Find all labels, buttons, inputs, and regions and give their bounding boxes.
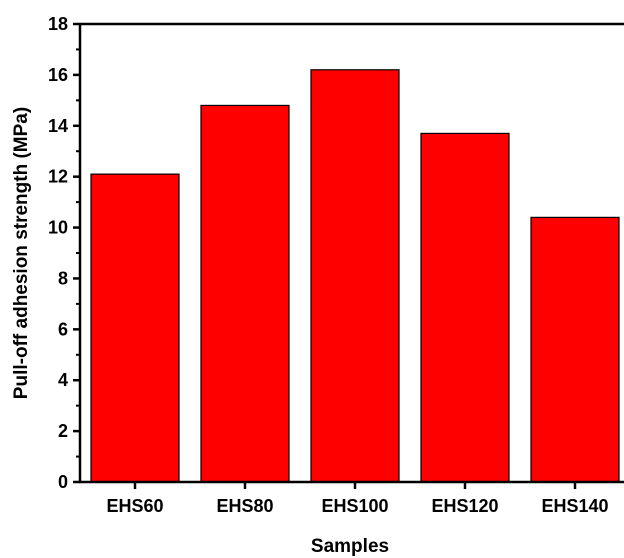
- x-tick-label-ehs120: EHS120: [431, 496, 498, 516]
- x-tick-label-ehs60: EHS60: [106, 496, 163, 516]
- y-tick-label: 4: [58, 370, 68, 390]
- y-tick-label: 16: [48, 65, 68, 85]
- x-tick-label-ehs100: EHS100: [321, 496, 388, 516]
- bar-ehs80: [200, 104, 290, 483]
- y-tick-label: 12: [48, 167, 68, 187]
- x-tick-label-ehs140: EHS140: [541, 496, 608, 516]
- y-tick-label: 14: [48, 116, 68, 136]
- y-axis-title: Pull-off adhesion strength (MPa): [11, 107, 32, 399]
- y-ticks-group: 0 2 4 6 8 10 12 14 16 18: [48, 14, 80, 492]
- bar-ehs120: [420, 132, 510, 483]
- y-tick-label: 8: [58, 268, 68, 288]
- x-axis-title: Samples: [311, 536, 389, 557]
- y-tick-label: 18: [48, 14, 68, 34]
- x-tick-label-ehs80: EHS80: [216, 496, 273, 516]
- y-tick-label: 10: [48, 218, 68, 238]
- y-tick-label: 2: [58, 421, 68, 441]
- bars-group: [90, 69, 620, 483]
- y-tick-label: 0: [58, 472, 68, 492]
- bar-ehs60: [90, 173, 180, 483]
- bar-ehs140: [530, 216, 620, 483]
- bar-ehs100: [310, 69, 400, 483]
- x-ticks-group: EHS60 EHS80 EHS100 EHS120 EHS140: [106, 482, 609, 516]
- y-tick-label: 6: [58, 319, 68, 339]
